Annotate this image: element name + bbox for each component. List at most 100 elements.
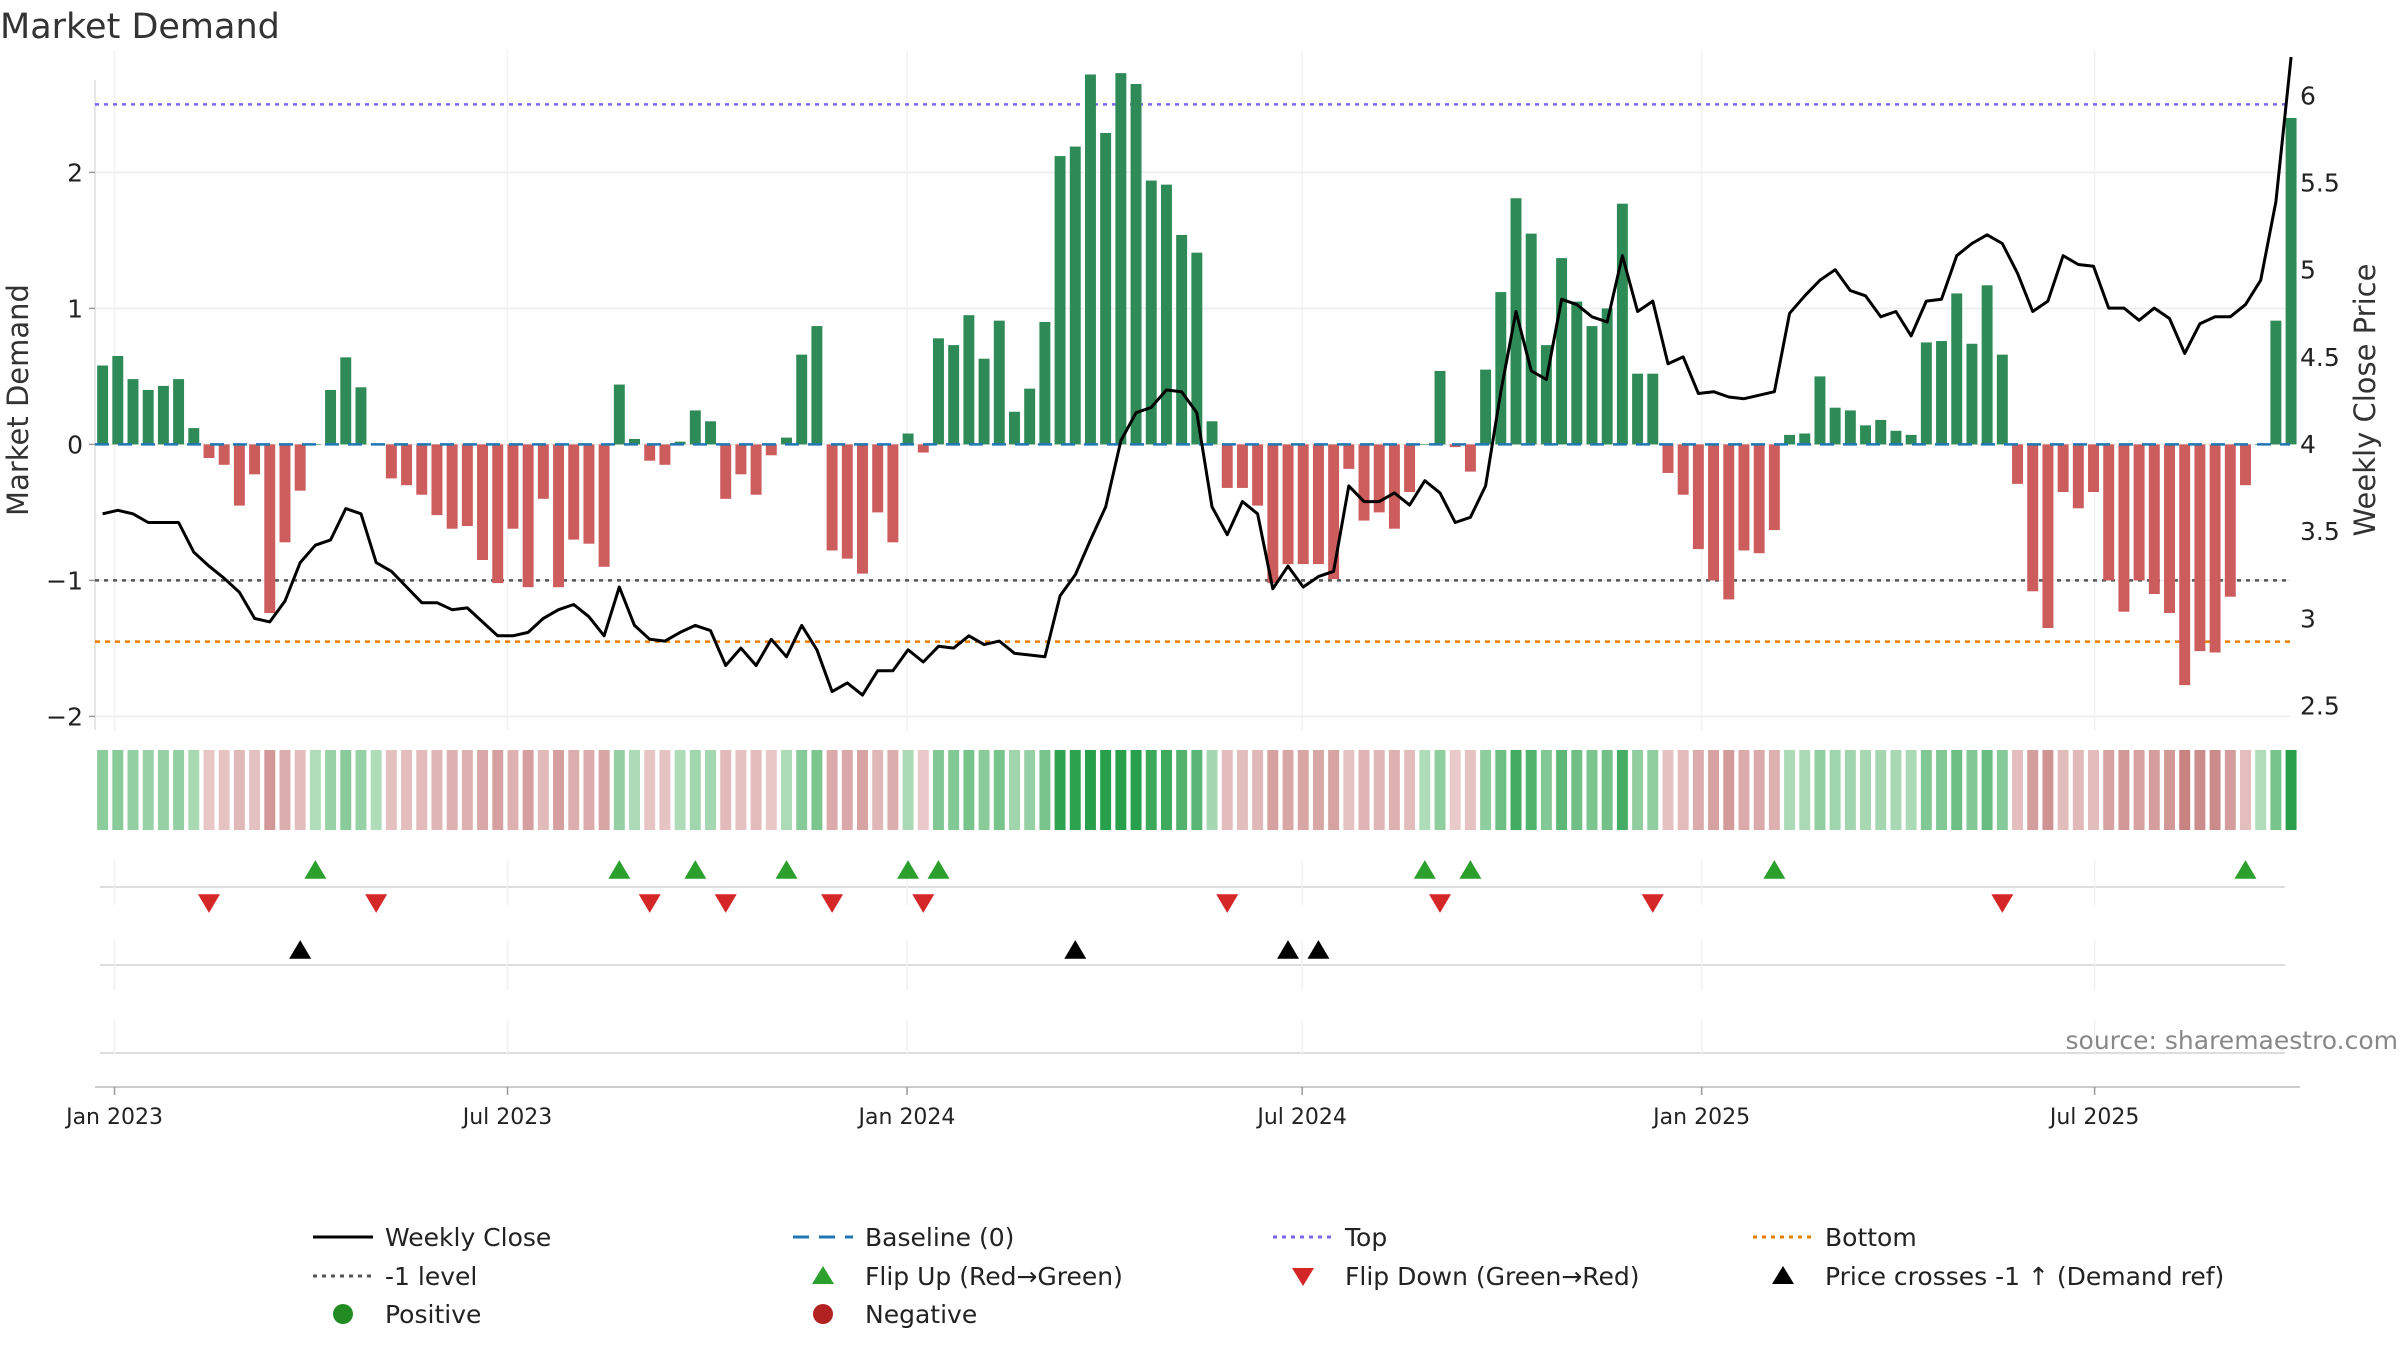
- demand-bar: [1464, 444, 1476, 472]
- legend-label: Flip Up (Red→Green): [865, 1262, 1123, 1291]
- heat-cell: [1449, 750, 1461, 830]
- demand-bar: [112, 356, 124, 445]
- demand-bar: [416, 444, 428, 495]
- chart-title: Market Demand: [0, 7, 280, 47]
- heat-cell: [1054, 750, 1066, 830]
- legend-label: Top: [1344, 1223, 1387, 1252]
- demand-bar: [203, 444, 215, 458]
- demand-bar: [917, 444, 929, 453]
- demand-bar: [735, 444, 747, 475]
- heat-cell: [1419, 750, 1431, 830]
- demand-bar: [1130, 84, 1142, 445]
- left-y-axis: 2 1 0 −1 −2: [46, 158, 95, 731]
- demand-bar: [173, 379, 185, 445]
- demand-bar: [1297, 444, 1309, 565]
- demand-bar: [750, 444, 762, 495]
- demand-bar: [1373, 444, 1385, 513]
- legend-item: Flip Up (Red→Green): [812, 1262, 1123, 1291]
- heat-cell: [1936, 750, 1948, 830]
- legend-swatch: [813, 1304, 833, 1324]
- demand-bar: [705, 421, 716, 445]
- y2-axis-title: Weekly Close Price: [2348, 264, 2382, 537]
- heat-cell: [1312, 750, 1324, 830]
- heat-cell: [1571, 750, 1583, 830]
- heat-cell: [872, 750, 884, 830]
- x-tick-label: Jul 2025: [2048, 1105, 2140, 1130]
- x-tick-label: Jan 2025: [1651, 1105, 1750, 1130]
- demand-bar: [1495, 292, 1507, 445]
- heat-cell: [492, 750, 504, 830]
- demand-bar: [1708, 444, 1720, 581]
- heat-cell: [644, 750, 656, 830]
- demand-bar: [765, 444, 777, 456]
- heat-cell: [2133, 750, 2145, 830]
- demand-bar: [2118, 444, 2130, 612]
- price-cross-marker: [1307, 940, 1330, 959]
- demand-bar: [294, 444, 306, 491]
- legend-item: Price crosses -1 ↑ (Demand ref): [1772, 1262, 2224, 1291]
- y2-tick-label: 3: [2300, 604, 2316, 633]
- legend-swatch: [1772, 1266, 1794, 1284]
- heat-cell: [1464, 750, 1476, 830]
- demand-bar: [1616, 203, 1628, 445]
- demand-bar: [1829, 407, 1841, 445]
- demand-bar: [1601, 308, 1613, 445]
- legend-label: -1 level: [385, 1262, 477, 1291]
- heat-cell: [963, 750, 975, 830]
- heat-cell: [477, 750, 489, 830]
- demand-bar: [1343, 444, 1355, 469]
- heat-cell: [2270, 750, 2282, 830]
- heat-cell: [1616, 750, 1628, 830]
- flip-down-marker: [1216, 894, 1239, 913]
- demand-bar: [492, 444, 504, 584]
- demand-bar: [1358, 444, 1370, 521]
- demand-bar: [2103, 444, 2115, 581]
- flip-up-marker: [1763, 860, 1786, 879]
- demand-bar: [841, 444, 853, 559]
- demand-bar: [1160, 184, 1172, 445]
- demand-bar: [127, 379, 139, 445]
- demand-bar: [1647, 373, 1659, 445]
- x-axis: Jan 2023 Jul 2023 Jan 2024 Jul 2024 Jan 2025…: [64, 1086, 2300, 1130]
- y2-tick-label: 5.5: [2300, 169, 2340, 198]
- demand-bar: [720, 444, 732, 499]
- demand-bar: [1556, 258, 1568, 445]
- y-tick-label: 2: [67, 158, 83, 187]
- demand-bar: [993, 320, 1005, 445]
- heat-cell: [1221, 750, 1233, 830]
- heat-cell: [1601, 750, 1613, 830]
- demand-bar: [933, 338, 944, 445]
- demand-bar: [233, 444, 245, 506]
- heat-cell: [1388, 750, 1400, 830]
- heat-cell: [689, 750, 701, 830]
- heat-cell: [1343, 750, 1355, 830]
- heat-cell: [1191, 750, 1203, 830]
- heat-cell: [203, 750, 215, 830]
- demand-bar: [1966, 343, 1978, 445]
- heat-cell: [902, 750, 914, 830]
- demand-bar: [1753, 444, 1765, 554]
- heat-cell: [173, 750, 185, 830]
- demand-bar: [781, 437, 792, 445]
- heat-cell: [674, 750, 686, 830]
- heat-cell: [1358, 750, 1370, 830]
- heat-cell: [218, 750, 230, 830]
- demand-bars: [95, 73, 2297, 686]
- heat-cell: [826, 750, 838, 830]
- demand-bar: [1221, 444, 1233, 488]
- demand-bar: [796, 354, 808, 445]
- heat-cell: [1084, 750, 1096, 830]
- demand-bar: [325, 390, 337, 445]
- demand-bar: [1419, 444, 1431, 445]
- event-marker-panels: [100, 860, 2285, 1055]
- demand-bar: [1936, 341, 1948, 445]
- heat-cell: [1540, 750, 1552, 830]
- heat-cell: [1586, 750, 1598, 830]
- heat-cell: [355, 750, 367, 830]
- legend-swatch: [333, 1304, 353, 1324]
- demand-bar: [1145, 180, 1157, 445]
- demand-bar: [1768, 444, 1780, 531]
- heat-cell: [1829, 750, 1841, 830]
- x-tick-label: Jan 2024: [857, 1105, 956, 1130]
- flip-up-marker: [897, 860, 920, 879]
